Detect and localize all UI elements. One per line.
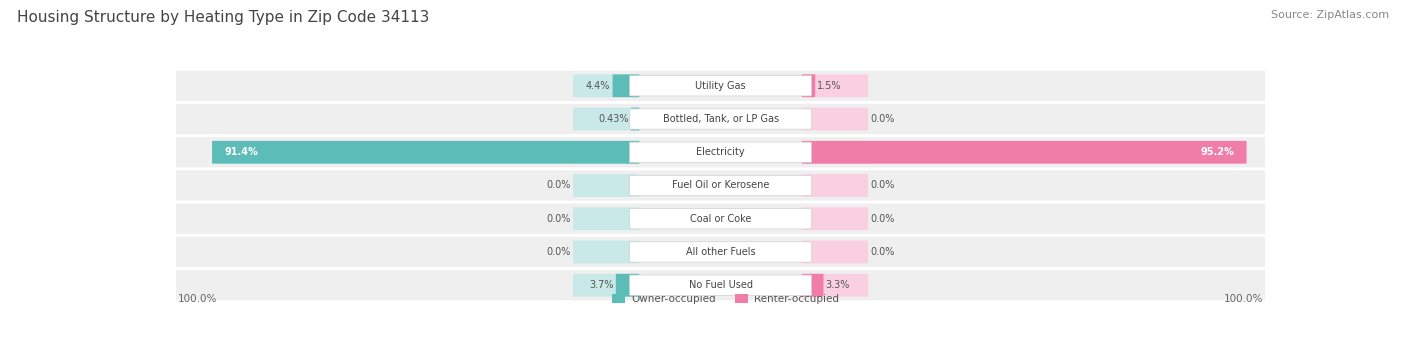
FancyBboxPatch shape — [801, 141, 868, 164]
FancyBboxPatch shape — [801, 141, 1247, 164]
Text: 0.0%: 0.0% — [547, 247, 571, 257]
FancyBboxPatch shape — [801, 174, 868, 197]
Text: 0.0%: 0.0% — [870, 247, 894, 257]
FancyBboxPatch shape — [212, 141, 640, 164]
FancyBboxPatch shape — [616, 274, 640, 297]
Text: 95.2%: 95.2% — [1201, 147, 1234, 157]
Text: Source: ZipAtlas.com: Source: ZipAtlas.com — [1271, 10, 1389, 20]
FancyBboxPatch shape — [630, 275, 811, 295]
FancyBboxPatch shape — [630, 142, 811, 162]
Text: 0.0%: 0.0% — [547, 180, 571, 191]
Text: Coal or Coke: Coal or Coke — [690, 214, 751, 224]
FancyBboxPatch shape — [630, 242, 811, 262]
FancyBboxPatch shape — [574, 207, 640, 230]
Text: 0.0%: 0.0% — [547, 214, 571, 224]
FancyBboxPatch shape — [173, 71, 1268, 101]
Text: 0.0%: 0.0% — [870, 214, 894, 224]
Text: 3.7%: 3.7% — [589, 280, 613, 290]
FancyBboxPatch shape — [574, 240, 640, 263]
Text: 3.3%: 3.3% — [825, 280, 851, 290]
FancyBboxPatch shape — [574, 141, 640, 164]
FancyBboxPatch shape — [801, 240, 868, 263]
FancyBboxPatch shape — [574, 274, 640, 297]
Text: Fuel Oil or Kerosene: Fuel Oil or Kerosene — [672, 180, 769, 191]
Text: 0.0%: 0.0% — [870, 180, 894, 191]
FancyBboxPatch shape — [801, 74, 868, 97]
FancyBboxPatch shape — [613, 74, 640, 97]
FancyBboxPatch shape — [630, 109, 811, 129]
Text: 100.0%: 100.0% — [1223, 294, 1263, 304]
Text: 91.4%: 91.4% — [224, 147, 257, 157]
FancyBboxPatch shape — [173, 104, 1268, 134]
Text: 0.43%: 0.43% — [598, 114, 628, 124]
FancyBboxPatch shape — [173, 237, 1268, 267]
Text: Housing Structure by Heating Type in Zip Code 34113: Housing Structure by Heating Type in Zip… — [17, 10, 429, 25]
FancyBboxPatch shape — [574, 108, 640, 130]
FancyBboxPatch shape — [173, 204, 1268, 234]
Text: 0.0%: 0.0% — [870, 114, 894, 124]
FancyBboxPatch shape — [735, 294, 748, 304]
FancyBboxPatch shape — [630, 175, 811, 196]
FancyBboxPatch shape — [612, 294, 624, 304]
Text: 4.4%: 4.4% — [586, 81, 610, 91]
FancyBboxPatch shape — [801, 274, 868, 297]
FancyBboxPatch shape — [801, 274, 824, 297]
Text: No Fuel Used: No Fuel Used — [689, 280, 752, 290]
FancyBboxPatch shape — [630, 76, 811, 96]
Text: 1.5%: 1.5% — [817, 81, 842, 91]
Text: Utility Gas: Utility Gas — [695, 81, 747, 91]
FancyBboxPatch shape — [631, 108, 640, 130]
Text: Bottled, Tank, or LP Gas: Bottled, Tank, or LP Gas — [662, 114, 779, 124]
Text: Electricity: Electricity — [696, 147, 745, 157]
FancyBboxPatch shape — [574, 174, 640, 197]
FancyBboxPatch shape — [173, 270, 1268, 300]
FancyBboxPatch shape — [173, 137, 1268, 167]
Text: Renter-occupied: Renter-occupied — [755, 294, 839, 304]
FancyBboxPatch shape — [173, 170, 1268, 201]
Text: 100.0%: 100.0% — [179, 294, 218, 304]
FancyBboxPatch shape — [801, 74, 815, 97]
FancyBboxPatch shape — [801, 207, 868, 230]
FancyBboxPatch shape — [574, 74, 640, 97]
FancyBboxPatch shape — [630, 209, 811, 229]
Text: All other Fuels: All other Fuels — [686, 247, 755, 257]
Text: Owner-occupied: Owner-occupied — [631, 294, 716, 304]
FancyBboxPatch shape — [801, 108, 868, 130]
